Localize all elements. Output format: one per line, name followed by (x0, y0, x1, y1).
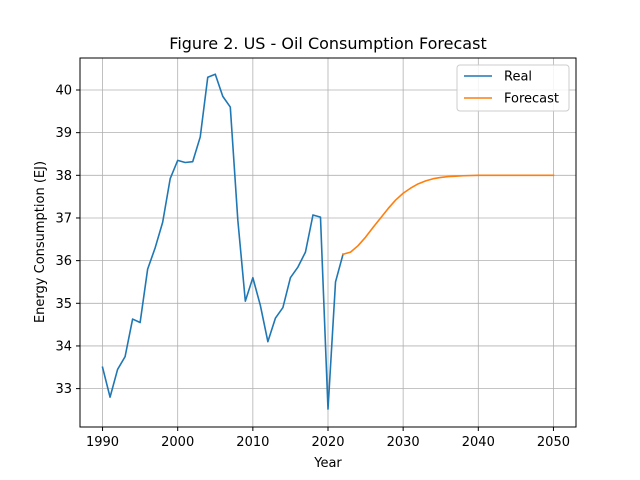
x-tick-label: 2020 (311, 435, 344, 450)
series-layer (101, 73, 555, 410)
y-tick-label: 33 (55, 382, 72, 397)
x-axis-label: Year (313, 456, 342, 471)
y-tick-label: 34 (55, 339, 72, 354)
y-tick-label: 37 (55, 211, 72, 226)
x-tick-label: 1990 (86, 435, 119, 450)
series-line-real (101, 73, 345, 410)
x-tick-label: 2050 (537, 435, 570, 450)
y-tick-label: 39 (55, 126, 72, 141)
grid (80, 58, 576, 427)
y-tick-label: 40 (55, 83, 72, 98)
x-axis: 1990 2000 2010 2020 2030 2040 2050 (86, 427, 570, 450)
legend: Real Forecast (456, 64, 570, 112)
y-tick-label: 35 (55, 297, 72, 312)
x-tick-label: 2000 (161, 435, 194, 450)
y-axis-label: Energy Consumption (EJ) (33, 161, 48, 323)
chart-title: Figure 2. US - Oil Consumption Forecast (169, 34, 486, 53)
y-tick-label: 36 (55, 254, 72, 269)
x-tick-label: 2010 (236, 435, 269, 450)
y-tick-label: 38 (55, 169, 72, 184)
x-tick-label: 2030 (387, 435, 420, 450)
x-tick-label: 2040 (462, 435, 495, 450)
legend-label: Real (504, 70, 532, 85)
legend-label: Forecast (504, 92, 559, 107)
series-line-forecast (342, 174, 555, 256)
y-axis: 33 34 35 36 37 38 39 40 (55, 83, 80, 397)
